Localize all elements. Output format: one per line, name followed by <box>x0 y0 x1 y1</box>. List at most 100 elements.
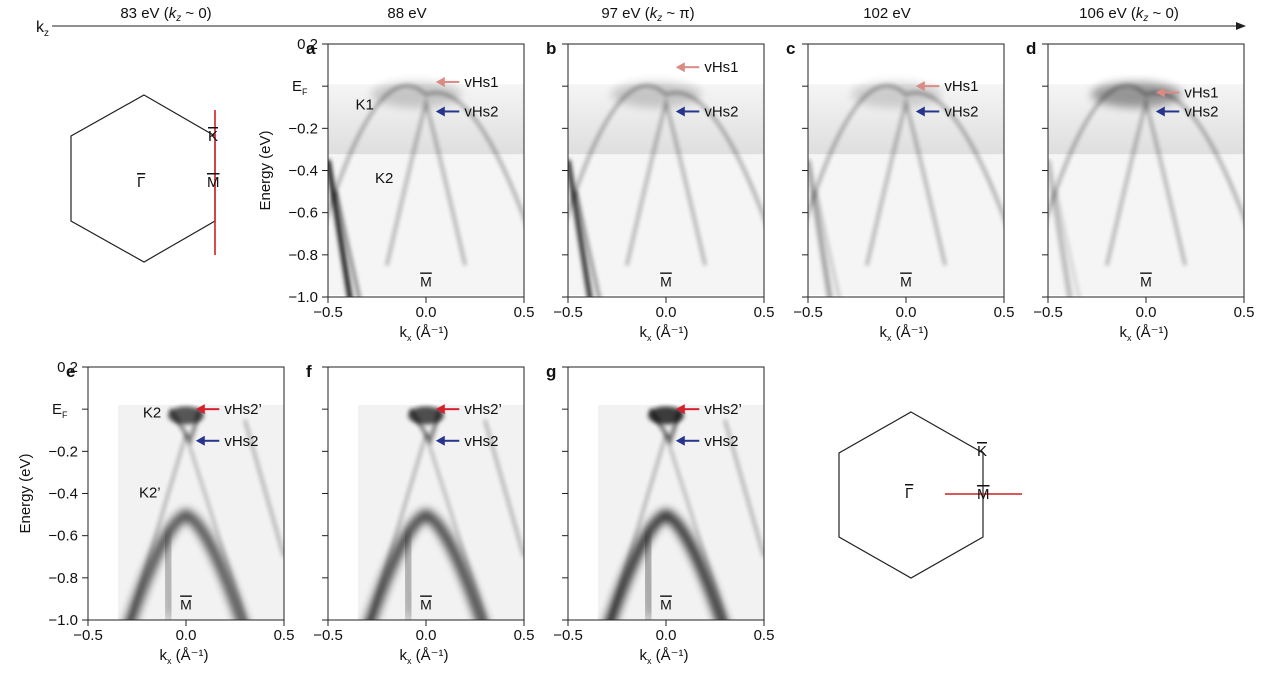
x-tick-label: 0.0 <box>416 627 437 644</box>
x-tick-label: 0.5 <box>754 304 775 321</box>
band-lambda-inner <box>641 535 656 620</box>
y-tick-label: 0.2 <box>297 36 318 53</box>
x-tick-label: 0.5 <box>994 304 1015 321</box>
vhs-arrow-head <box>915 106 925 117</box>
vhs-label: vHs2 <box>464 433 498 450</box>
m-point-label: M <box>420 273 432 289</box>
m-point-label: M <box>420 596 432 612</box>
y-tick-label: −1.0 <box>48 612 78 629</box>
band-vhs2-cone <box>648 408 682 446</box>
y-tick-label: −0.6 <box>48 528 78 545</box>
vhs-arrow-head <box>675 106 685 117</box>
band-lambda <box>365 509 487 620</box>
y-tick-label: −0.2 <box>288 120 318 137</box>
band-diag-right <box>424 434 487 620</box>
vhs-label: vHs2’ <box>704 401 742 418</box>
x-tick-label: 0.0 <box>416 304 437 321</box>
x-tick-label: −0.5 <box>793 304 823 321</box>
arpes-intensity-map <box>88 367 284 620</box>
x-tick-label: 0.0 <box>656 304 677 321</box>
band-lambda-inner <box>161 535 176 620</box>
arpes-intensity-map <box>568 44 764 297</box>
x-axis-label: kx (Å⁻¹) <box>879 324 928 343</box>
brillouin-zone-top: Γ K M <box>70 94 220 263</box>
vhs-arrow-head <box>435 76 445 87</box>
x-axis-label: kx (Å⁻¹) <box>399 324 448 343</box>
x-axis-label: kx (Å⁻¹) <box>639 647 688 666</box>
y-tick-label: −0.4 <box>288 163 318 180</box>
y-tick-label: 0.2 <box>57 359 78 376</box>
y-tick-label: −0.8 <box>48 570 78 587</box>
panel-letter: g <box>546 362 556 381</box>
panel-letter: b <box>546 39 556 58</box>
x-tick-label: 0.5 <box>514 304 535 321</box>
x-tick-label: −0.5 <box>553 627 583 644</box>
y-tick-label: −0.6 <box>288 205 318 222</box>
x-tick-label: 0.0 <box>896 304 917 321</box>
band-lambda-inner <box>401 535 416 620</box>
vhs-arrow-head <box>675 435 685 446</box>
band-diag-left <box>129 434 188 620</box>
kz-axis: kz 83 eV (kz ~ 0) 88 eV 97 eV (kz ~ π) 102 … <box>36 5 1246 39</box>
bz-gamma-label-bottom: Γ <box>905 485 913 502</box>
vhs-arrow-head <box>195 435 205 446</box>
y-tick-label: −0.4 <box>48 486 78 503</box>
m-point-label: M <box>180 596 192 612</box>
ef-label: EF <box>292 78 308 97</box>
vhs-label: vHs1 <box>1184 84 1218 101</box>
bz-m-label: M <box>207 174 220 191</box>
band-k1 <box>328 84 524 222</box>
y-axis-label: Energy (eV) <box>17 453 34 533</box>
x-axis-label: kx (Å⁻¹) <box>1119 324 1168 343</box>
arpes-panel-e: 0.2 EF −0.2 −0.4 −0.6 −0.8 −1.0 Energy (eV) −0.5… <box>17 359 294 666</box>
bz-k-label: K <box>208 128 218 145</box>
x-axis-label: kx (Å⁻¹) <box>639 324 688 343</box>
vhs-label: vHs2 <box>464 103 498 120</box>
band-diag-left <box>369 434 428 620</box>
band-left-steep-2 <box>1054 191 1081 297</box>
band-k1 <box>808 84 1004 222</box>
band-k2 <box>625 97 707 266</box>
ef-label: EF <box>52 401 68 420</box>
band-k2 <box>385 97 467 266</box>
band-left-steep <box>328 159 353 297</box>
band-label-k2: K2 <box>143 405 161 422</box>
x-axis-label: kx (Å⁻¹) <box>399 647 448 666</box>
photon-energy-label: 88 eV <box>387 5 426 22</box>
vhs-label: vHs2 <box>224 433 258 450</box>
vhs-arrow-head <box>195 404 205 415</box>
panel-letter: f <box>306 362 312 381</box>
panel-letter: c <box>786 39 795 58</box>
vhs-label: vHs2 <box>944 103 978 120</box>
kz-axis-label: kz <box>36 19 49 39</box>
x-tick-label: −0.5 <box>1033 304 1063 321</box>
arpes-panel-a: 0.2 EF −0.2 −0.4 −0.6 −0.8 −1.0 Energy (eV) −0.5… <box>257 36 534 343</box>
band-left-steep-2 <box>334 191 361 297</box>
bz-m-label-bottom: M <box>977 486 990 503</box>
vhs-label: vHs2 <box>1184 103 1218 120</box>
vhs-arrow-head <box>435 435 445 446</box>
x-tick-label: 0.0 <box>176 627 197 644</box>
x-tick-label: 0.5 <box>754 627 775 644</box>
vhs-arrow-head <box>675 404 685 415</box>
band-diag-right <box>184 434 247 620</box>
m-point-label: M <box>1140 273 1152 289</box>
band-lambda <box>605 509 727 620</box>
vhs-arrow-head <box>435 106 445 117</box>
vhs-label: vHs1 <box>464 74 498 91</box>
band-right-faint <box>723 419 764 558</box>
vhs-label: vHs2 <box>704 433 738 450</box>
vhs-label: vHs2’ <box>464 401 502 418</box>
y-tick-label: −1.0 <box>288 289 318 306</box>
vhs-arrow-head <box>435 404 445 415</box>
vhs-arrow-head <box>1155 87 1165 98</box>
x-tick-label: 0.5 <box>274 627 295 644</box>
vhs-arrow-head <box>1155 106 1165 117</box>
x-tick-label: −0.5 <box>553 304 583 321</box>
x-tick-label: −0.5 <box>313 304 343 321</box>
